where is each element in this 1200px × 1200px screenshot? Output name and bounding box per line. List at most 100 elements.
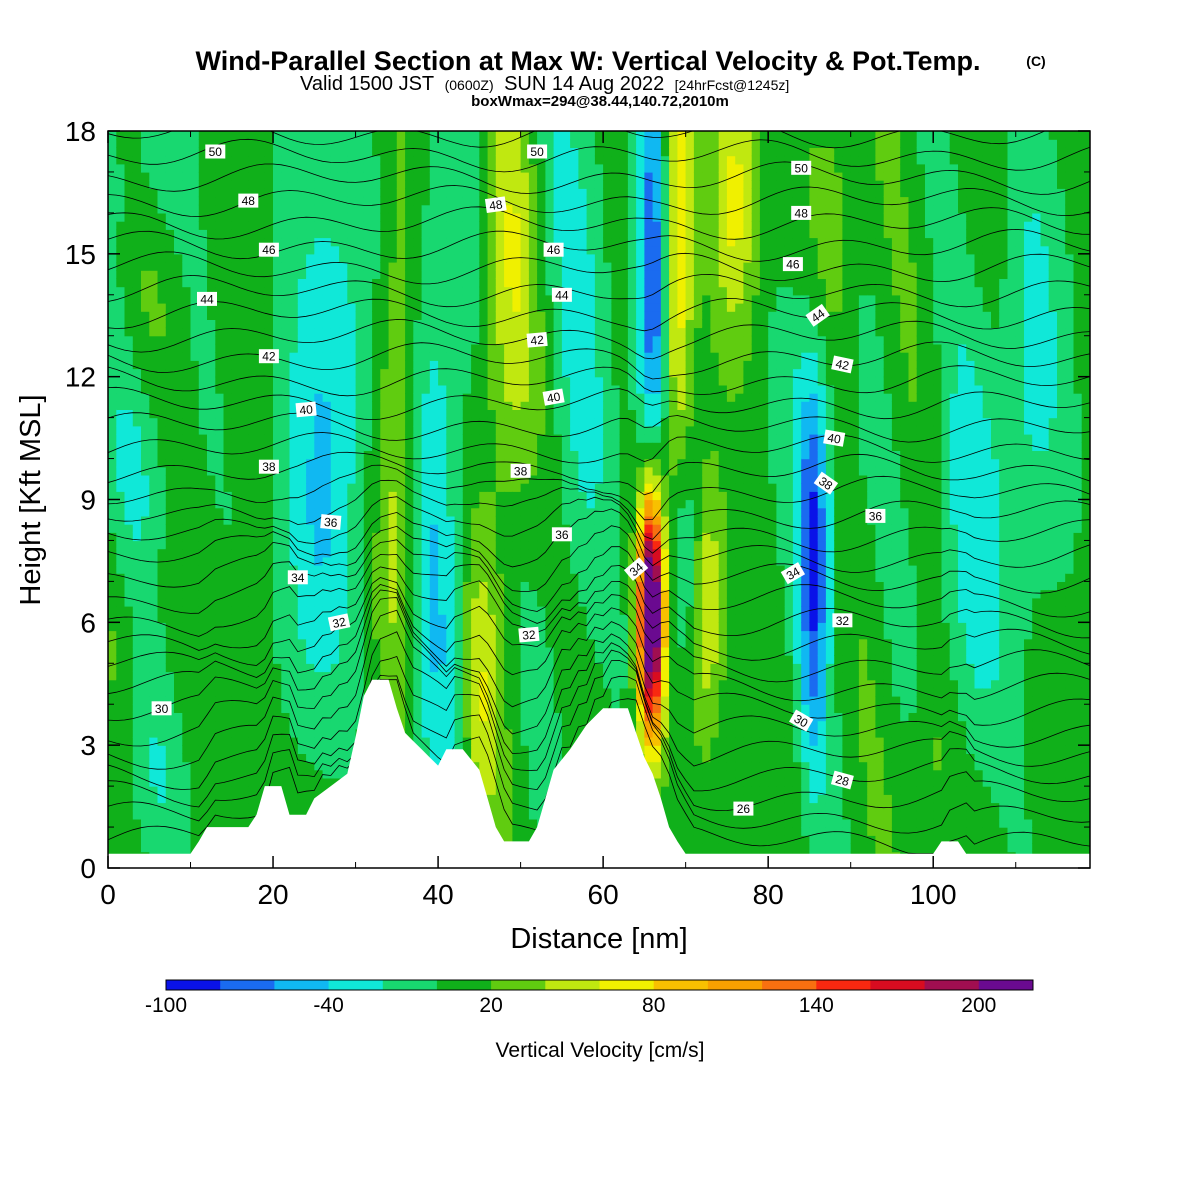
velocity-cell — [487, 335, 497, 345]
velocity-cell — [314, 311, 324, 320]
velocity-cell — [149, 229, 159, 239]
velocity-cell — [479, 409, 489, 419]
velocity-cell — [223, 474, 233, 484]
velocity-cell — [223, 810, 233, 820]
velocity-cell — [363, 671, 373, 681]
velocity-cell — [372, 491, 381, 501]
velocity-cell — [339, 728, 348, 738]
velocity-cell — [520, 696, 530, 705]
velocity-cell — [231, 221, 241, 230]
velocity-cell — [198, 769, 208, 779]
velocity-cell — [207, 163, 216, 173]
velocity-cell — [355, 311, 365, 320]
velocity-cell — [487, 393, 497, 402]
velocity-cell — [413, 171, 423, 181]
velocity-cell — [174, 450, 183, 460]
velocity-cell — [495, 131, 505, 140]
velocity-cell — [388, 253, 398, 263]
velocity-cell — [141, 802, 150, 812]
velocity-cell — [479, 278, 489, 288]
velocity-cell — [462, 630, 472, 640]
velocity-cell — [429, 270, 439, 279]
velocity-cell — [355, 360, 365, 370]
velocity-cell — [330, 335, 340, 345]
velocity-cell — [215, 753, 225, 763]
velocity-cell — [108, 311, 117, 320]
velocity-cell — [190, 696, 200, 705]
velocity-cell — [306, 499, 315, 509]
velocity-cell — [462, 212, 472, 222]
velocity-cell — [520, 540, 530, 550]
velocity-cell — [231, 409, 241, 419]
velocity-cell — [388, 139, 398, 148]
velocity-cell — [504, 180, 513, 189]
velocity-cell — [454, 614, 464, 623]
velocity-cell — [372, 401, 381, 410]
velocity-cell — [297, 343, 307, 353]
velocity-cell — [471, 474, 480, 484]
velocity-cell — [141, 335, 150, 345]
velocity-cell — [413, 270, 423, 279]
velocity-cell — [182, 303, 192, 312]
velocity-cell — [479, 237, 489, 247]
velocity-cell — [231, 769, 241, 779]
velocity-cell — [495, 237, 505, 247]
velocity-cell — [207, 818, 216, 828]
velocity-cell — [537, 442, 546, 451]
velocity-cell — [339, 245, 348, 255]
velocity-cell — [264, 278, 274, 288]
velocity-cell — [215, 573, 225, 582]
velocity-cell — [438, 671, 447, 681]
velocity-cell — [149, 417, 159, 427]
velocity-cell — [405, 360, 414, 370]
velocity-cell — [330, 712, 340, 722]
velocity-cell — [396, 548, 406, 558]
velocity-cell — [363, 401, 373, 410]
velocity-cell — [405, 212, 414, 222]
velocity-cell — [479, 343, 489, 353]
velocity-cell — [240, 458, 249, 468]
velocity-cell — [553, 212, 563, 222]
velocity-cell — [165, 466, 175, 476]
velocity-cell — [198, 131, 208, 140]
velocity-cell — [223, 728, 233, 738]
velocity-cell — [165, 376, 175, 386]
velocity-cell — [405, 294, 414, 304]
velocity-cell — [537, 802, 546, 812]
velocity-cell — [347, 638, 357, 648]
velocity-cell — [165, 196, 175, 206]
velocity-cell — [314, 163, 324, 173]
velocity-cell — [405, 425, 414, 435]
velocity-cell — [363, 589, 373, 599]
velocity-cell — [264, 663, 274, 673]
velocity-cell — [124, 147, 134, 157]
velocity-cell — [108, 343, 117, 353]
velocity-cell — [454, 630, 464, 640]
velocity-cell — [240, 499, 249, 509]
velocity-cell — [330, 474, 340, 484]
velocity-cell — [306, 270, 315, 279]
velocity-cell — [182, 393, 192, 402]
velocity-cell — [124, 163, 134, 173]
velocity-cell — [174, 253, 183, 263]
velocity-cell — [512, 655, 522, 664]
velocity-cell — [207, 614, 216, 623]
velocity-cell — [116, 491, 126, 501]
velocity-cell — [330, 704, 340, 713]
velocity-cell — [157, 417, 167, 427]
velocity-cell — [165, 794, 175, 804]
velocity-cell — [174, 737, 183, 746]
velocity-cell — [413, 425, 423, 435]
velocity-cell — [141, 245, 150, 255]
velocity-cell — [240, 622, 249, 632]
velocity-cell — [471, 229, 480, 239]
velocity-cell — [545, 327, 555, 337]
velocity-cell — [561, 704, 571, 713]
velocity-cell — [116, 630, 126, 640]
velocity-cell — [314, 417, 324, 427]
velocity-cell — [289, 343, 299, 353]
velocity-cell — [256, 769, 266, 779]
velocity-cell — [149, 712, 159, 722]
velocity-cell — [479, 769, 489, 779]
velocity-cell — [231, 286, 241, 296]
